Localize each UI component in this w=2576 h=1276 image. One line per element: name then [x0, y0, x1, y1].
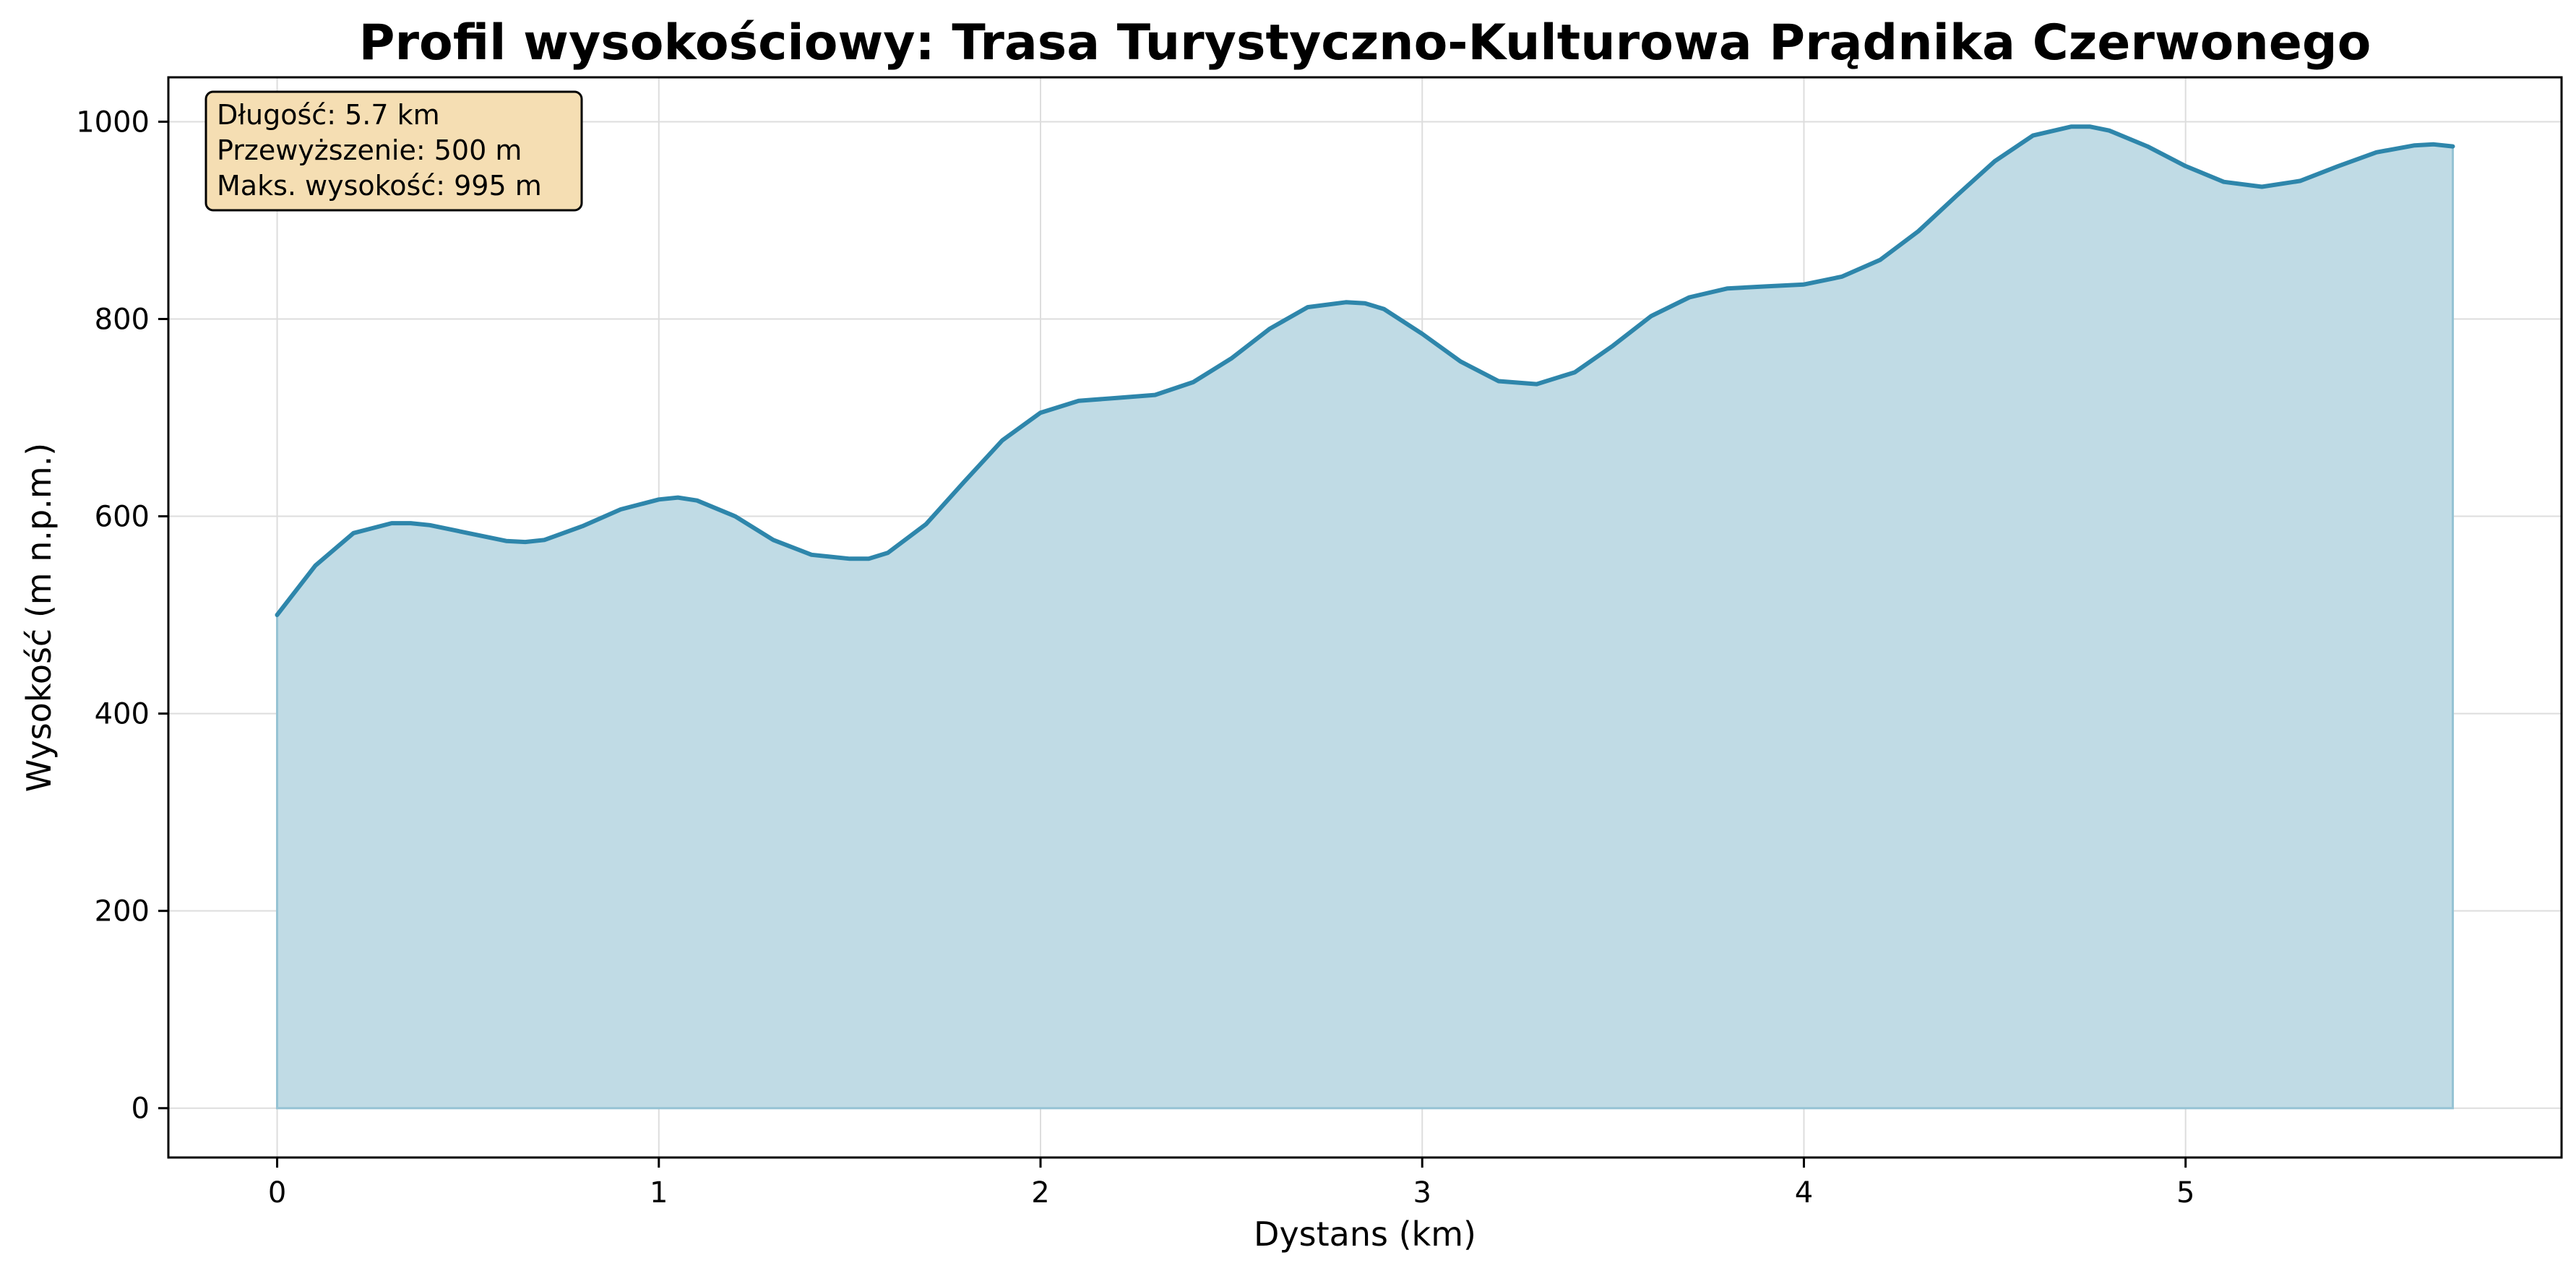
x-axis-label: Dystans (km) — [1254, 1215, 1476, 1254]
x-tick-label: 2 — [1031, 1176, 1049, 1210]
x-tick-label: 5 — [2176, 1176, 2194, 1210]
elevation-profile-line — [275, 124, 2455, 618]
y-tick-label: 400 — [95, 698, 150, 731]
y-tick-label: 0 — [132, 1092, 150, 1126]
info-max-elevation: Maks. wysokość: 995 m — [217, 170, 542, 202]
y-tick-label: 200 — [95, 895, 150, 928]
y-axis-label: Wysokość (m n.p.m.) — [20, 443, 59, 792]
info-box-background — [204, 90, 583, 212]
info-length: Długość: 5.7 km — [217, 99, 440, 131]
elevation-area-fill — [276, 125, 2454, 1110]
route-info-box: Długość: 5.7 km Przewyższenie: 500 m Mak… — [204, 90, 583, 212]
info-elevation-gain: Przewyższenie: 500 m — [217, 134, 522, 166]
x-tick-label: 3 — [1413, 1176, 1431, 1210]
x-tick-label: 0 — [268, 1176, 286, 1210]
plot-frame — [167, 76, 2563, 1159]
x-tick-label: 1 — [650, 1176, 668, 1210]
y-tick-label: 1000 — [76, 105, 150, 139]
chart-title: Profil wysokościowy: Trasa Turystyczno-K… — [359, 14, 2372, 72]
axis-ticks: 0 1 2 3 4 5 0 200 400 600 800 1000 — [76, 105, 2194, 1210]
y-tick-label: 600 — [95, 501, 150, 534]
y-tick-label: 800 — [95, 303, 150, 336]
x-tick-label: 4 — [1795, 1176, 1813, 1210]
